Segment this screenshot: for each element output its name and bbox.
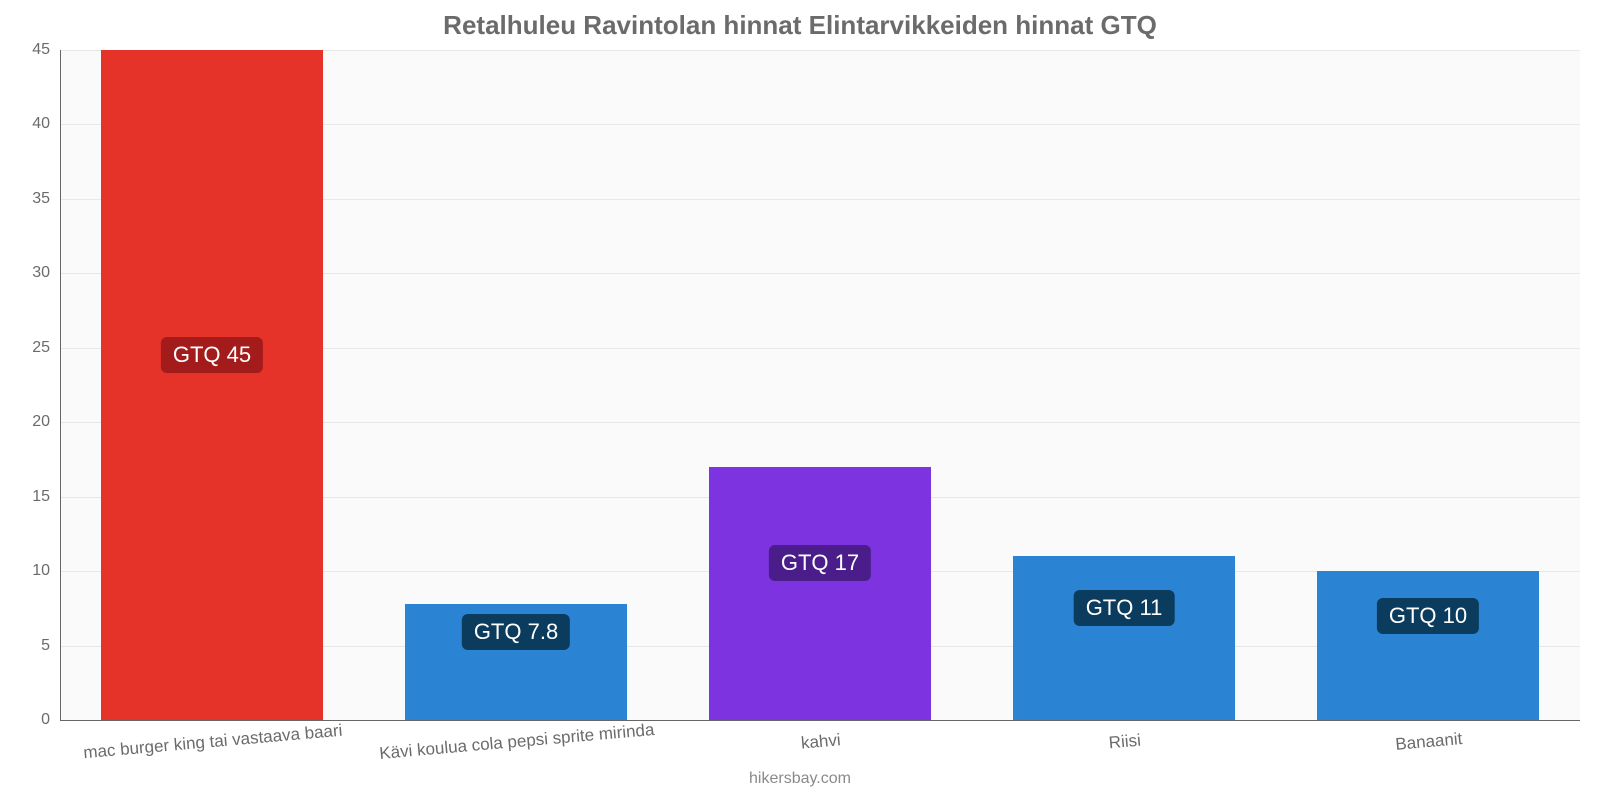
x-axis-line bbox=[60, 720, 1580, 721]
x-tick-label: Kävi koulua cola pepsi sprite mirinda bbox=[365, 719, 670, 765]
y-tick-label: 35 bbox=[10, 190, 50, 208]
x-tick-label: Riisi bbox=[973, 719, 1278, 765]
bar bbox=[1013, 556, 1235, 720]
y-tick-label: 25 bbox=[10, 339, 50, 357]
bar bbox=[1317, 571, 1539, 720]
y-tick-label: 15 bbox=[10, 488, 50, 506]
bar bbox=[709, 467, 931, 720]
bar-value-label: GTQ 45 bbox=[161, 337, 263, 373]
chart-title: Retalhuleu Ravintolan hinnat Elintarvikk… bbox=[0, 10, 1600, 41]
bar-value-label: GTQ 11 bbox=[1074, 590, 1175, 626]
bar-value-label: GTQ 17 bbox=[769, 545, 871, 581]
y-tick-label: 30 bbox=[10, 264, 50, 282]
chart-footer: hikersbay.com bbox=[0, 770, 1600, 788]
y-tick-label: 45 bbox=[10, 41, 50, 59]
price-bar-chart: Retalhuleu Ravintolan hinnat Elintarvikk… bbox=[0, 0, 1600, 800]
y-tick-label: 5 bbox=[10, 637, 50, 655]
y-axis-line bbox=[60, 50, 61, 720]
bar-value-label: GTQ 10 bbox=[1377, 598, 1479, 634]
x-tick-label: kahvi bbox=[669, 719, 974, 765]
bar-value-label: GTQ 7.8 bbox=[462, 614, 570, 650]
plot-area: 051015202530354045GTQ 45mac burger king … bbox=[60, 50, 1580, 720]
x-tick-label: Banaanit bbox=[1277, 719, 1582, 765]
x-tick-label: mac burger king tai vastaava baari bbox=[61, 719, 366, 765]
bar bbox=[101, 50, 323, 720]
y-tick-label: 40 bbox=[10, 115, 50, 133]
y-tick-label: 20 bbox=[10, 413, 50, 431]
y-tick-label: 10 bbox=[10, 562, 50, 580]
y-tick-label: 0 bbox=[10, 711, 50, 729]
